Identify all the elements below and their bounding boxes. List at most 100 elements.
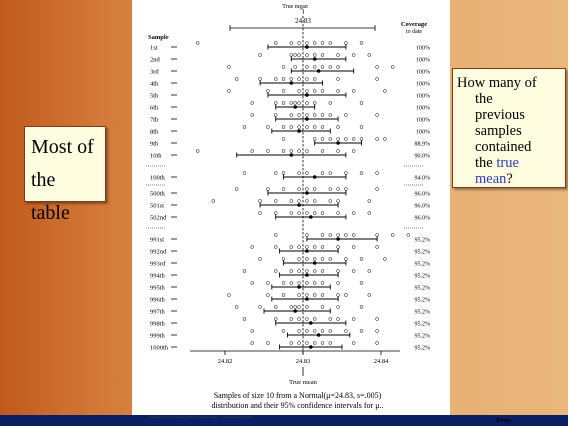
data-point bbox=[320, 149, 325, 153]
data-point bbox=[227, 65, 231, 69]
data-point bbox=[375, 65, 379, 69]
data-point bbox=[234, 305, 239, 309]
sample-mean-dot bbox=[305, 117, 309, 121]
sample-mean-dot bbox=[312, 175, 317, 179]
coverage-value: 95.2% bbox=[415, 238, 431, 244]
data-point bbox=[289, 245, 294, 249]
sample-label: 993rd bbox=[150, 261, 166, 268]
data-point bbox=[227, 293, 231, 297]
data-point bbox=[320, 125, 325, 129]
sample-row: 997th 95.2% bbox=[150, 305, 430, 316]
sample-row: 502nd 96.0% bbox=[150, 211, 430, 222]
coverage-value: 96.0% bbox=[415, 204, 431, 210]
coverage-value: 95.2% bbox=[415, 334, 431, 340]
sample-label: 8th bbox=[150, 129, 159, 136]
data-point bbox=[266, 149, 270, 153]
data-point bbox=[367, 269, 372, 273]
coverage-value: 95.2% bbox=[415, 346, 431, 352]
data-point bbox=[336, 305, 340, 309]
data-point bbox=[328, 329, 333, 333]
data-point bbox=[305, 281, 309, 285]
data-point bbox=[289, 101, 294, 105]
coverage-value: 100% bbox=[416, 118, 430, 124]
data-point bbox=[336, 245, 340, 249]
data-point bbox=[273, 77, 278, 81]
sample-row: 7th 100% bbox=[150, 113, 430, 124]
data-point bbox=[289, 211, 294, 215]
data-point bbox=[344, 137, 348, 141]
data-point bbox=[328, 171, 333, 175]
data-point bbox=[344, 329, 348, 333]
data-point bbox=[281, 89, 286, 93]
data-point bbox=[258, 199, 262, 203]
sample-mean-dot bbox=[316, 69, 321, 73]
data-point bbox=[344, 293, 348, 297]
header-coverage: Coverage bbox=[401, 21, 427, 28]
data-point bbox=[297, 89, 301, 93]
data-point bbox=[305, 329, 309, 333]
coverage-value: 95.2% bbox=[415, 286, 431, 292]
data-point bbox=[320, 245, 325, 249]
data-point bbox=[273, 113, 278, 117]
sample-label: 10th bbox=[150, 153, 162, 160]
data-point bbox=[351, 269, 356, 273]
sample-mean-dot bbox=[297, 203, 301, 207]
x-tick-label: 24.84 bbox=[374, 358, 389, 365]
data-point bbox=[305, 89, 309, 93]
sample-mean-dot bbox=[289, 153, 294, 157]
data-point bbox=[312, 329, 317, 333]
data-point bbox=[320, 281, 325, 285]
data-point bbox=[344, 257, 348, 261]
data-point bbox=[234, 77, 239, 81]
data-point bbox=[383, 257, 387, 261]
coverage-value: 95.2% bbox=[415, 250, 431, 256]
data-point bbox=[250, 149, 255, 153]
sample-mean-dot bbox=[316, 333, 321, 337]
data-point bbox=[375, 329, 379, 333]
data-point bbox=[312, 53, 317, 57]
data-point bbox=[305, 293, 309, 297]
sample-row: 1st 100% bbox=[150, 41, 430, 52]
coverage-value: 88.9% bbox=[415, 142, 431, 148]
data-point bbox=[351, 317, 356, 321]
data-point bbox=[320, 211, 325, 215]
data-point bbox=[289, 125, 294, 129]
data-point bbox=[336, 149, 340, 153]
data-point bbox=[312, 101, 317, 105]
data-point bbox=[305, 125, 309, 129]
data-point bbox=[297, 199, 301, 203]
data-point bbox=[328, 65, 333, 69]
data-point bbox=[375, 113, 379, 117]
data-point bbox=[293, 305, 297, 309]
coverage-value: 96.0% bbox=[415, 192, 431, 198]
data-point bbox=[359, 101, 364, 105]
sample-label: 4th bbox=[150, 81, 159, 88]
sample-label: 6th bbox=[150, 105, 159, 112]
sample-row: 500th 96.0% bbox=[150, 187, 431, 198]
data-point bbox=[297, 171, 301, 175]
sample-mean-dot bbox=[293, 309, 297, 313]
right-callout-mean: mean bbox=[475, 171, 507, 187]
sample-label: 995th bbox=[150, 285, 166, 292]
data-point bbox=[336, 89, 340, 93]
data-point bbox=[367, 53, 372, 57]
data-point bbox=[312, 245, 317, 249]
data-point bbox=[281, 329, 286, 333]
data-point bbox=[297, 305, 301, 309]
data-point bbox=[305, 149, 309, 153]
sample-row: 993rd 95.2% bbox=[150, 257, 430, 268]
data-point bbox=[297, 257, 301, 261]
data-point bbox=[312, 293, 317, 297]
data-point bbox=[281, 171, 286, 175]
data-point bbox=[312, 125, 317, 129]
data-point bbox=[305, 233, 309, 237]
coverage-value: 95.2% bbox=[415, 274, 431, 280]
sample-row: 6th 100% bbox=[150, 101, 430, 112]
data-point bbox=[281, 101, 286, 105]
data-point bbox=[289, 149, 294, 153]
sample-label: 992nd bbox=[150, 249, 167, 256]
data-point bbox=[383, 89, 387, 93]
coverage-value: 90.0% bbox=[415, 154, 431, 160]
data-point bbox=[351, 137, 356, 141]
